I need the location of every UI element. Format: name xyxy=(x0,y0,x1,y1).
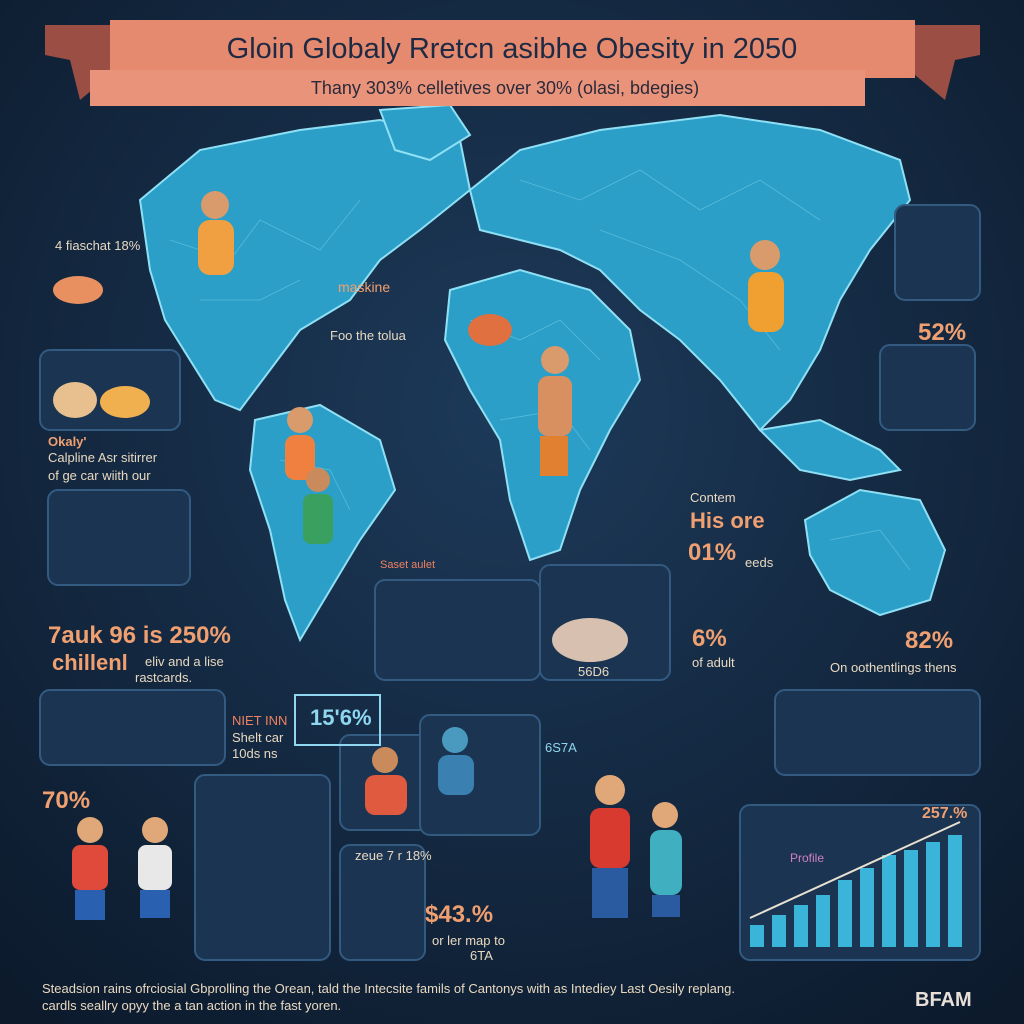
annotation: 6S7A xyxy=(545,740,577,755)
figure xyxy=(198,191,234,275)
title-band xyxy=(110,20,915,78)
bar-graphic xyxy=(838,880,852,947)
annotation: 4 fiaschat 18% xyxy=(55,238,141,253)
figure xyxy=(303,468,333,544)
figure xyxy=(748,240,784,332)
annotation: Saset aulet xyxy=(380,559,435,571)
stat: $43.% xyxy=(425,901,493,928)
footer-text: cardls seallry opyy the a tan action in … xyxy=(42,998,341,1013)
stat: 257.% xyxy=(922,805,967,822)
people-panel xyxy=(879,344,976,431)
decorative-bars xyxy=(749,821,962,947)
annotation: of adult xyxy=(692,655,735,670)
labels: 4 fiaschat 18% maskine Foo the tolua Oka… xyxy=(42,238,972,1013)
stat: 15'6% xyxy=(310,705,372,730)
stat: 7auk 96 is 250% xyxy=(48,622,231,649)
bar-graphic xyxy=(860,868,874,947)
annotation: 56D6 xyxy=(578,664,609,679)
annotation: 6TA xyxy=(470,948,493,963)
figure xyxy=(138,817,172,918)
bar-graphic xyxy=(772,915,786,947)
footer-text: Steadsion rains ofrciosial Gbprolling th… xyxy=(42,981,735,996)
annotation: rastcards. xyxy=(135,670,192,685)
annotation: maskine xyxy=(338,279,390,295)
annotation: Contem xyxy=(690,490,736,505)
people-panel xyxy=(194,774,331,961)
brand: BFAM xyxy=(915,989,972,1011)
annotation: Shelt car xyxy=(232,730,284,745)
figures xyxy=(53,191,784,920)
southeast-asia xyxy=(757,418,903,482)
figure xyxy=(72,817,108,920)
bar-graphic xyxy=(948,835,962,947)
title-banner: Gloin Globaly Rretcn asibhe Obesity in 2… xyxy=(45,20,980,106)
stat: 82% xyxy=(905,627,953,654)
stat: His ore xyxy=(690,508,765,533)
bar-graphic xyxy=(882,855,896,947)
north-america xyxy=(138,118,472,412)
food xyxy=(53,276,628,662)
australia xyxy=(803,488,947,617)
annotation: Profile xyxy=(790,851,824,865)
stat: 70% xyxy=(42,787,90,814)
subtitle-band xyxy=(90,70,865,106)
figure xyxy=(365,747,407,815)
annotation: eliv and a lise xyxy=(145,654,224,669)
bar-graphic xyxy=(794,905,808,947)
annotation: of ge car wiith our xyxy=(48,468,151,483)
people-panel xyxy=(39,689,226,766)
figure xyxy=(438,727,474,795)
annotation: zeue 7 r 18% xyxy=(355,848,432,863)
people-panel xyxy=(774,689,981,776)
stat: 01% xyxy=(688,539,736,566)
people-panel xyxy=(894,204,981,301)
people-panel xyxy=(374,579,541,681)
annotation: eeds xyxy=(745,555,774,570)
bar-graphic xyxy=(904,850,918,947)
figure xyxy=(285,407,315,480)
bar-graphic xyxy=(750,925,764,947)
bar-graphic xyxy=(926,842,940,947)
figure xyxy=(538,346,572,476)
people-panel xyxy=(339,844,426,961)
eurasia xyxy=(468,113,912,432)
stat-box xyxy=(294,694,381,746)
figure xyxy=(590,775,630,918)
stat-label: chillenl xyxy=(52,650,128,675)
annotation: Foo the tolua xyxy=(330,328,407,343)
title: Gloin Globaly Rretcn asibhe Obesity in 2… xyxy=(227,33,798,65)
annotation: or ler map to xyxy=(432,933,505,948)
bar-graphic xyxy=(816,895,830,947)
annotation: Okaly' xyxy=(48,434,87,449)
people-panel xyxy=(47,489,191,586)
annotation: NIET INN xyxy=(232,713,287,728)
ribbon-end xyxy=(915,25,980,100)
stat: 52% xyxy=(918,319,966,346)
figure xyxy=(650,802,682,917)
annotation: Calpline Asr sitirrer xyxy=(48,450,158,465)
trend-line xyxy=(749,821,961,919)
annotation: On oothentlings thens xyxy=(830,660,957,675)
annotation: 10ds ns xyxy=(232,746,278,761)
stat: 6% xyxy=(692,625,727,652)
subtitle: Thany 303% celletives over 30% (olasi, b… xyxy=(311,78,699,98)
